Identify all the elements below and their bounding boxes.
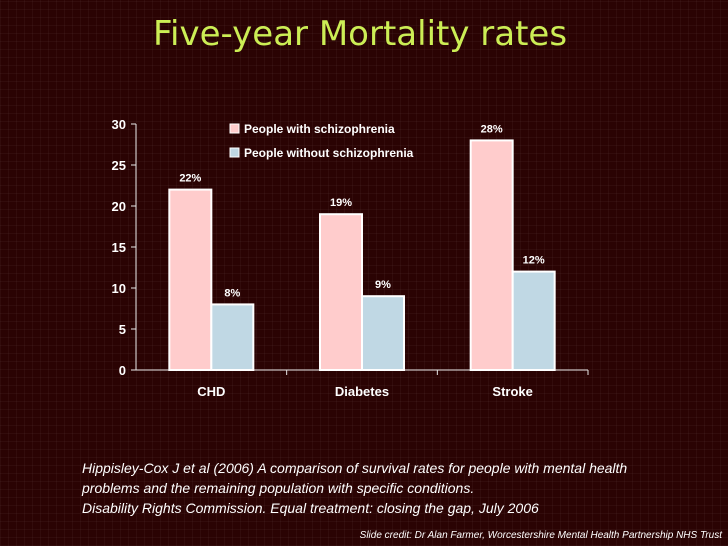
bar [361, 295, 405, 372]
y-tick-label: 15 [112, 240, 126, 255]
x-tick-label: Stroke [492, 384, 532, 399]
bar [511, 270, 556, 372]
y-tick-label: 5 [119, 322, 126, 337]
y-tick-label: 20 [112, 199, 126, 214]
bar [319, 213, 363, 371]
citation-line-1: Hippisley-Cox J et al (2006) A compariso… [82, 460, 628, 476]
data-label: 8% [224, 287, 240, 299]
bar [168, 188, 213, 371]
citation-line-3: Disability Rights Commission. Equal trea… [82, 500, 539, 516]
data-label: 19% [330, 197, 352, 209]
x-tick-label: CHD [197, 384, 225, 399]
legend-swatch [229, 123, 240, 134]
x-tick-label: Diabetes [335, 384, 389, 399]
data-label: 22% [179, 173, 201, 185]
citation-block: Hippisley-Cox J et al (2006) A compariso… [82, 458, 682, 518]
bar [210, 303, 255, 371]
slide-credit: Slide credit: Dr Alan Farmer, Worcesters… [359, 530, 722, 541]
data-label: 12% [523, 255, 545, 267]
bar [469, 139, 514, 371]
slide-title-text: Five-year Mortality rates [152, 14, 568, 54]
y-tick-label: 0 [119, 363, 126, 378]
data-label: 9% [375, 279, 391, 291]
legend-label: People with schizophrenia [244, 122, 395, 136]
legend-swatch [229, 147, 240, 158]
citation-line-2: problems and the remaining population wi… [82, 480, 475, 496]
y-tick-label: 10 [112, 281, 126, 296]
data-label: 28% [481, 123, 503, 135]
slide-title: Five-year Mortality rates [0, 14, 728, 54]
legend-label: People without schizophrenia [244, 146, 414, 160]
y-tick-label: 25 [112, 158, 126, 173]
y-tick-label: 30 [112, 117, 126, 132]
